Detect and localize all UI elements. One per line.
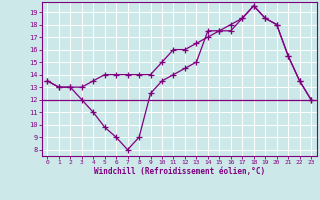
X-axis label: Windchill (Refroidissement éolien,°C): Windchill (Refroidissement éolien,°C) bbox=[94, 167, 265, 176]
